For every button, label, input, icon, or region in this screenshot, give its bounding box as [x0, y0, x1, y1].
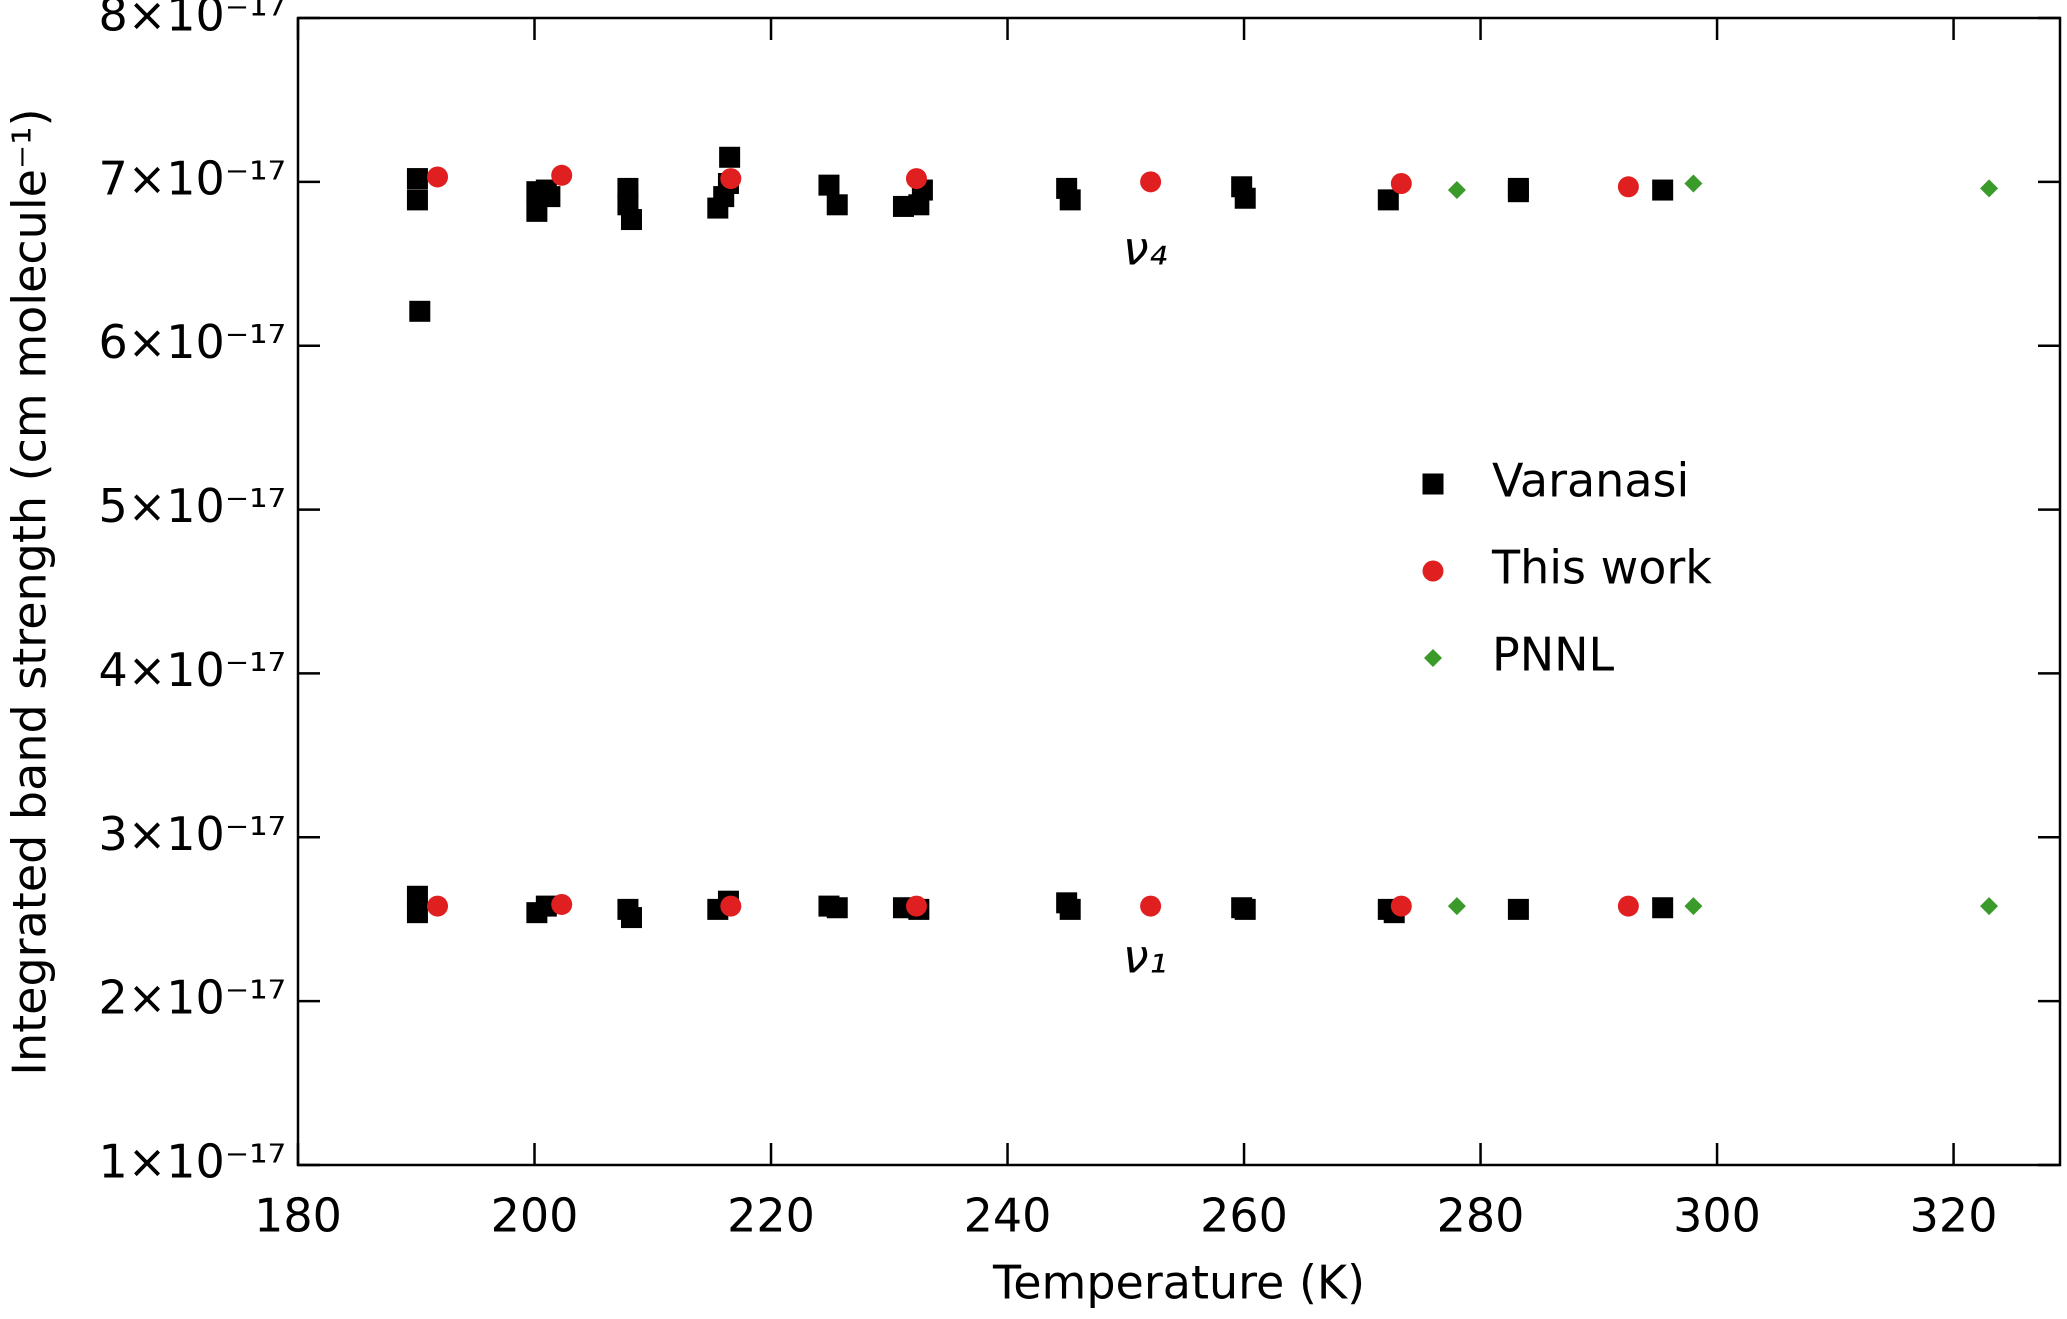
marker [620, 209, 642, 231]
marker [406, 189, 428, 211]
x-tick-label: 260 [1200, 1189, 1288, 1243]
marker [905, 168, 927, 190]
legend-label: Varanasi [1492, 454, 1689, 508]
marker [1617, 895, 1639, 917]
marker [1507, 181, 1529, 203]
y-tick-label: 4×10⁻¹⁷ [98, 643, 286, 697]
y-tick-label: 7×10⁻¹⁷ [98, 151, 286, 205]
annotation: ν₁ [1123, 930, 1167, 984]
marker [1652, 897, 1674, 919]
marker [1684, 174, 1703, 193]
marker [1980, 179, 1999, 198]
legend-marker [1422, 473, 1444, 495]
marker [551, 893, 573, 915]
marker [406, 885, 428, 907]
marker [620, 907, 642, 929]
marker [406, 168, 428, 190]
marker [1234, 898, 1256, 920]
marker [1447, 181, 1466, 200]
marker [1980, 897, 1999, 916]
marker [1652, 179, 1674, 201]
legend-marker [1424, 649, 1442, 667]
marker [1390, 172, 1412, 194]
legend-marker [1422, 560, 1444, 582]
marker [1507, 898, 1529, 920]
marker [1059, 898, 1081, 920]
marker [535, 895, 557, 917]
marker [1617, 176, 1639, 198]
y-tick-label: 1×10⁻¹⁷ [98, 1135, 286, 1189]
marker [617, 177, 639, 199]
x-tick-label: 320 [1910, 1189, 1998, 1243]
y-axis-label: Integrated band strength (cm molecule⁻¹) [3, 108, 57, 1075]
marker [818, 174, 840, 196]
y-tick-label: 2×10⁻¹⁷ [98, 971, 286, 1025]
marker [427, 166, 449, 188]
legend-label: PNNL [1492, 628, 1615, 682]
marker [1390, 895, 1412, 917]
marker [1234, 187, 1256, 209]
marker [1140, 895, 1162, 917]
x-tick-label: 280 [1437, 1189, 1525, 1243]
x-tick-label: 200 [491, 1189, 579, 1243]
marker [539, 186, 561, 208]
marker [1447, 897, 1466, 916]
y-tick-label: 6×10⁻¹⁷ [98, 315, 286, 369]
marker [826, 194, 848, 216]
marker [406, 902, 428, 924]
marker [1684, 897, 1703, 916]
x-tick-label: 180 [254, 1189, 342, 1243]
marker [1140, 171, 1162, 193]
marker [720, 168, 742, 190]
y-tick-label: 5×10⁻¹⁷ [98, 479, 286, 533]
marker [427, 895, 449, 917]
x-tick-label: 220 [727, 1189, 815, 1243]
annotation: ν₄ [1123, 222, 1167, 276]
y-tick-label: 8×10⁻¹⁷ [98, 0, 286, 42]
marker [720, 895, 742, 917]
y-tick-label: 3×10⁻¹⁷ [98, 807, 286, 861]
legend-label: This work [1491, 541, 1712, 595]
x-axis-label: Temperature (K) [992, 1256, 1365, 1310]
marker [905, 895, 927, 917]
x-tick-label: 300 [1673, 1189, 1761, 1243]
marker [1377, 189, 1399, 211]
x-tick-label: 240 [964, 1189, 1052, 1243]
marker [826, 897, 848, 919]
marker [1059, 189, 1081, 211]
marker [409, 300, 431, 322]
plot-frame [296, 16, 2062, 1167]
marker [551, 164, 573, 186]
marker [719, 146, 741, 168]
